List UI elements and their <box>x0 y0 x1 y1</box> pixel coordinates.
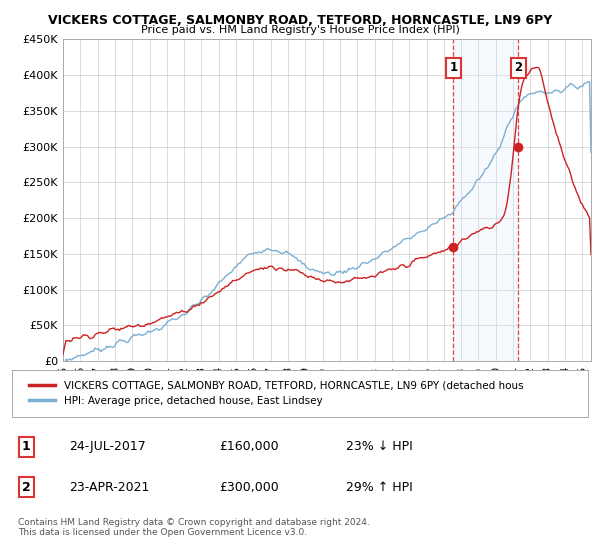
Text: 23% ↓ HPI: 23% ↓ HPI <box>346 441 413 454</box>
Text: 29% ↑ HPI: 29% ↑ HPI <box>346 481 413 494</box>
Text: £160,000: £160,000 <box>220 441 279 454</box>
Legend: VICKERS COTTAGE, SALMONBY ROAD, TETFORD, HORNCASTLE, LN9 6PY (detached hous, HPI: VICKERS COTTAGE, SALMONBY ROAD, TETFORD,… <box>23 375 529 412</box>
Bar <box>454 39 518 361</box>
Text: £300,000: £300,000 <box>220 481 279 494</box>
Text: VICKERS COTTAGE, SALMONBY ROAD, TETFORD, HORNCASTLE, LN9 6PY: VICKERS COTTAGE, SALMONBY ROAD, TETFORD,… <box>48 14 552 27</box>
Text: 2: 2 <box>22 481 31 494</box>
Text: Contains HM Land Registry data © Crown copyright and database right 2024.
This d: Contains HM Land Registry data © Crown c… <box>18 518 370 538</box>
Text: Price paid vs. HM Land Registry's House Price Index (HPI): Price paid vs. HM Land Registry's House … <box>140 25 460 35</box>
Text: 23-APR-2021: 23-APR-2021 <box>70 481 150 494</box>
Text: 24-JUL-2017: 24-JUL-2017 <box>70 441 146 454</box>
Text: 1: 1 <box>449 62 457 74</box>
Text: 2: 2 <box>514 62 523 74</box>
Text: 1: 1 <box>22 441 31 454</box>
